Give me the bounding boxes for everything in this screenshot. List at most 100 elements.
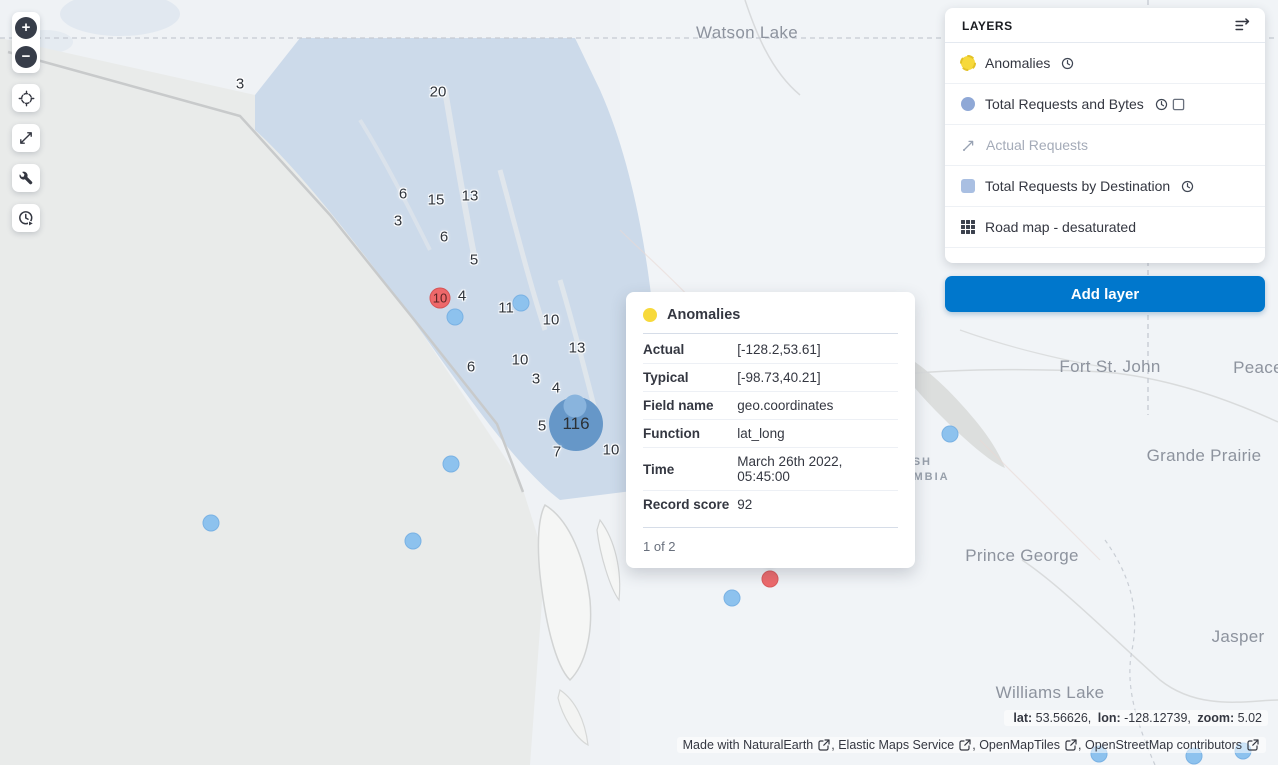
popup-row-value: [-98.73,40.21] [737,363,898,392]
cluster-count-label: 5 [469,251,479,269]
popup-row-function: Function lat_long [643,419,898,448]
timeslider-button[interactable] [12,204,40,232]
popup-row-label: Record score [643,497,730,512]
popup-properties-table: Actual [-128.2,53.61] Typical [-98.73,40.21… [643,336,898,518]
external-link-icon [1242,739,1260,751]
cluster-count-label: 7 [552,443,562,461]
fit-to-data-button[interactable] [12,124,40,152]
layer-item-label: Total Requests and Bytes [985,96,1144,112]
popup-row-value: lat_long [737,419,898,448]
cluster-count-label: 13 [461,187,479,205]
attribution-link-made-with-naturalearth[interactable]: Made with NaturalEarth [682,738,814,752]
layer-item-actual-requests[interactable]: Actual Requests [945,125,1265,166]
lon-label: lon: [1097,711,1121,725]
layers-panel-footer [945,248,1265,263]
layer-item-total-requests-and-bytes[interactable]: Total Requests and Bytes [945,84,1265,125]
layer-item-total-requests-by-destination[interactable]: Total Requests by Destination [945,166,1265,207]
data-point[interactable] [512,294,530,312]
cluster-count-label: 6 [398,185,408,203]
add-layer-button[interactable]: Add layer [945,276,1265,312]
place-label-peace: Peace [1233,358,1278,377]
popup-row-time: Time March 26th 2022, 05:45:00 [643,447,898,491]
layers-panel-header: LAYERS [945,8,1265,43]
external-link-icon [813,739,831,751]
clock-icon [1061,57,1074,70]
blue-circle-icon [961,97,975,111]
clock-icon [1181,180,1194,193]
zoom-in-button[interactable]: + [15,17,37,39]
lat-value: 53.56626, [1035,711,1092,725]
data-point[interactable] [404,532,422,550]
cluster-count-label: 11 [498,299,514,317]
layer-item-anomalies[interactable]: Anomalies [945,43,1265,84]
place-label-williams-lake: Williams Lake [995,683,1105,702]
anomaly-cluster[interactable]: 10 [429,287,451,309]
layer-item-badges [1181,180,1194,193]
bounds-icon [1172,98,1185,111]
cluster-count-label: 13 [568,339,586,357]
zoom-value: 5.02 [1237,711,1262,725]
popup-title: Anomalies [667,307,741,323]
data-point[interactable] [723,589,741,607]
place-label-jasper: Jasper [1211,627,1265,646]
lon-value: -128.12739, [1124,711,1191,725]
grid-icon [961,220,975,234]
popup-row-label: Function [643,419,738,448]
layers-list: Anomalies Total Requests and Bytes Actual … [945,43,1265,248]
cluster-count-label: 15 [427,191,445,209]
zoom-out-button[interactable]: − [15,46,37,68]
clock-play-icon [18,210,35,227]
attribution-link-openstreetmap-contributors[interactable]: OpenStreetMap contributors [1084,738,1242,752]
cluster-count-label: 6 [439,228,449,246]
blue-square-icon [961,179,975,193]
tooltip-popup: Anomalies Actual [-128.2,53.61] Typical [-9… [626,292,915,568]
lat-label: lat: [1013,711,1033,725]
popup-row-label: Time [643,447,738,491]
clock-icon [1155,98,1168,111]
layer-item-badges [1155,98,1185,111]
cluster-count-label: 20 [429,83,447,101]
zoom-label: zoom: [1197,711,1235,725]
data-point[interactable] [202,514,220,532]
popup-row-field-name: Field name geo.coordinates [643,391,898,420]
attribution-link-elastic-maps-service[interactable]: Elastic Maps Service [838,738,955,752]
layer-item-label: Actual Requests [986,137,1088,153]
expand-icon [20,132,32,144]
popup-pagination: 1 of 2 [643,527,898,554]
place-label-grande-prairie: Grande Prairie [1146,446,1262,465]
tools-button[interactable] [12,164,40,192]
place-label-fort-st-john: Fort St. John [1059,357,1161,376]
cluster-count-label: 3 [531,370,541,388]
anomaly-dot-icon [643,308,657,322]
popup-row-label: Field name [643,391,738,420]
data-point[interactable] [446,308,464,326]
layer-item-label: Anomalies [985,55,1051,71]
popup-row-value: geo.coordinates [737,391,898,420]
cluster-count-label: 10 [511,351,529,369]
coordinates-readout: lat: 53.56626, lon: -128.12739, zoom: 5.… [1004,710,1268,726]
popup-row-record-score: Record score 92 [643,491,898,519]
layer-item-badges [1061,57,1074,70]
set-view-button[interactable] [12,84,40,112]
attribution-link-openmaptiles[interactable]: OpenMapTiles [979,738,1061,752]
place-label-prince-george: Prince George [965,546,1079,565]
yellow-circle-icon [960,55,976,71]
layer-item-road-map-desaturated[interactable]: Road map - desaturated [945,207,1265,248]
wrench-icon [19,171,33,185]
anomaly-point[interactable] [761,570,779,588]
cluster-count-label: 6 [466,358,476,376]
data-point[interactable] [442,455,460,473]
popup-row-label: Actual [643,336,738,364]
cluster-count-label: 5 [537,417,547,435]
line-arrow-icon [961,138,976,153]
external-link-icon [1060,739,1078,751]
cluster-count-label: 10 [602,441,620,459]
cluster-inner-dot [563,394,587,418]
cluster-count-label: 3 [235,75,245,93]
collapse-panel-icon[interactable] [1234,17,1251,34]
layers-panel-title: LAYERS [962,18,1013,33]
layers-panel: LAYERS Anomalies Total Requests and Bytes… [945,8,1265,263]
cluster-count-label: 4 [457,287,467,305]
data-point[interactable] [941,425,959,443]
